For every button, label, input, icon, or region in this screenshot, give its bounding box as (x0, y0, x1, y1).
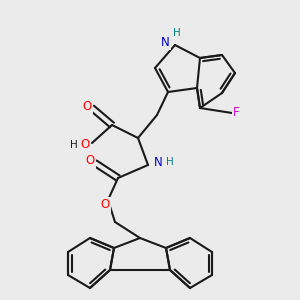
Text: H: H (166, 157, 174, 167)
Text: O: O (80, 139, 90, 152)
Text: O: O (100, 199, 109, 212)
Text: N: N (154, 155, 162, 169)
Text: N: N (160, 35, 169, 49)
Text: O: O (82, 100, 91, 112)
Text: H: H (173, 28, 181, 38)
Text: F: F (233, 106, 239, 119)
Text: H: H (70, 140, 78, 150)
Text: O: O (85, 154, 94, 167)
